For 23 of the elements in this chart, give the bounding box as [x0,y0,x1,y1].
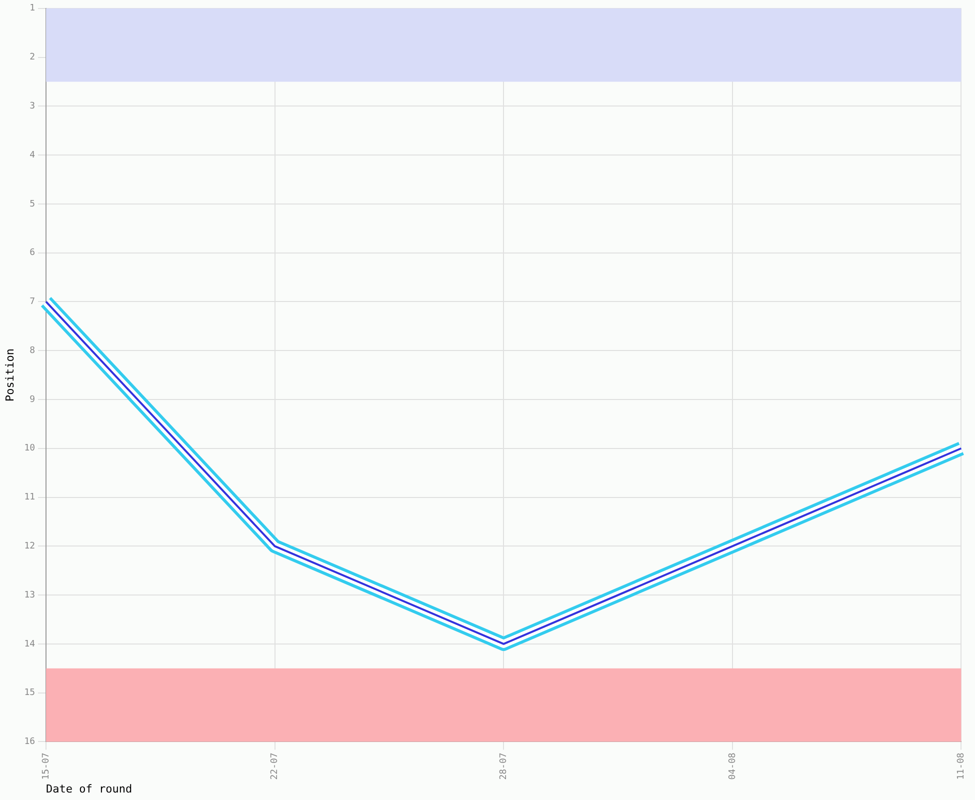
x-axis-title: Date of round [46,782,132,796]
x-tick-label: 22-07 [270,752,280,780]
y-tick-label: 15 [24,688,36,698]
y-tick-label: 3 [30,102,36,112]
y-tick-label: 7 [30,297,36,308]
y-axis-title: Position [3,348,16,402]
y-tick-label: 6 [30,248,36,258]
x-tick-label: 15-07 [41,752,52,780]
x-tick-label: 04-08 [728,752,738,780]
x-tick-label: 11-08 [956,752,967,780]
y-tick-label: 16 [24,737,36,748]
y-tick-label: 1 [30,4,36,14]
y-tick-label: 8 [30,346,36,356]
y-tick-label: 2 [30,52,36,63]
x-tick-label: 28-07 [498,752,509,780]
y-tick-label: 11 [24,492,36,503]
y-tick-label: 10 [24,444,36,454]
y-tick-label: 9 [30,394,36,405]
y-tick-label: 12 [24,542,36,552]
y-tick-label: 13 [24,590,36,600]
y-tick-label: 14 [24,639,36,650]
y-tick-label: 4 [30,150,36,160]
y-tick-label: 5 [30,199,36,210]
